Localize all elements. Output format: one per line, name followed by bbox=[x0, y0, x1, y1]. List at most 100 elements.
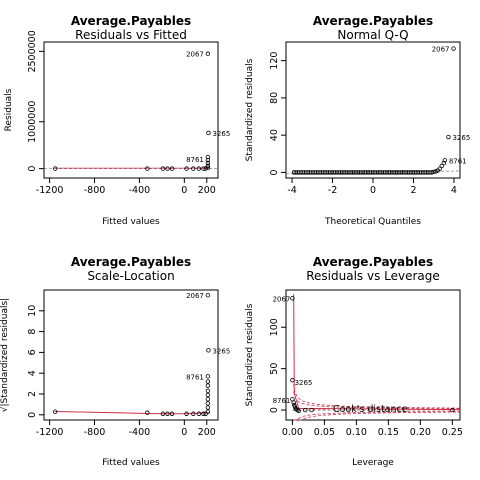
x-tick-label: 0 bbox=[370, 185, 376, 196]
y-tick-label: 1000000 bbox=[27, 101, 38, 143]
point-label: 3265 bbox=[212, 130, 230, 138]
data-point bbox=[309, 407, 314, 413]
cooks-distance-contour bbox=[293, 391, 461, 410]
data-point bbox=[446, 134, 451, 140]
plot-frame bbox=[285, 289, 461, 421]
y-tick-label: 120 bbox=[269, 52, 280, 70]
cooks-distance-contour bbox=[293, 383, 460, 409]
data-point bbox=[291, 400, 296, 405]
data-point bbox=[196, 411, 202, 416]
point-label: 3265 bbox=[212, 347, 230, 355]
y-tick-label: 100 bbox=[269, 318, 280, 336]
data-point bbox=[201, 166, 206, 171]
data-point bbox=[205, 293, 211, 298]
x-axis-label: Fitted values bbox=[102, 217, 160, 227]
legend-label: Cook's distance bbox=[333, 404, 408, 415]
data-point bbox=[205, 392, 211, 398]
data-point bbox=[302, 407, 308, 413]
y-tick-label: 40 bbox=[269, 129, 280, 141]
data-point bbox=[53, 166, 58, 171]
cooks-distance-contour bbox=[293, 411, 461, 421]
x-axis-label: Leverage bbox=[352, 458, 394, 468]
chart-subtitle: Scale-Location bbox=[87, 269, 174, 283]
chart-title: Average.Payables bbox=[313, 14, 433, 28]
data-point bbox=[206, 348, 211, 353]
x-tick-label: -2 bbox=[328, 185, 337, 196]
data-point bbox=[205, 397, 211, 402]
x-axis-label: Fitted values bbox=[102, 458, 160, 468]
data-point bbox=[160, 411, 166, 416]
data-point bbox=[205, 165, 211, 170]
point-label: 8761 bbox=[449, 157, 467, 165]
data-point bbox=[160, 166, 166, 171]
data-point bbox=[169, 166, 175, 171]
y-tick-label: 0 bbox=[269, 169, 280, 175]
point-label: 2067 bbox=[432, 46, 450, 54]
chart-title: Average.Payables bbox=[313, 255, 433, 269]
data-point bbox=[450, 407, 455, 413]
point-label: 8761 bbox=[273, 397, 291, 405]
x-tick-label: 0.05 bbox=[314, 427, 335, 438]
x-tick-label: 0.10 bbox=[346, 427, 367, 438]
data-point bbox=[205, 405, 211, 410]
point-label: 3265 bbox=[295, 379, 313, 387]
chart-title: Average.Payables bbox=[71, 14, 191, 28]
data-point bbox=[184, 166, 189, 171]
data-point bbox=[205, 379, 211, 384]
point-label: 3265 bbox=[452, 134, 470, 142]
data-point bbox=[165, 166, 170, 171]
y-tick-label: 0 bbox=[27, 166, 38, 172]
point-label: 2067 bbox=[273, 295, 291, 303]
x-tick-label: 0.25 bbox=[442, 427, 463, 438]
point-label: 8761 bbox=[186, 156, 204, 164]
x-tick-label: -800 bbox=[84, 185, 106, 196]
point-label: 2067 bbox=[186, 292, 204, 300]
x-tick-label: -4 bbox=[287, 185, 296, 196]
data-point bbox=[145, 410, 150, 415]
plot-frame bbox=[43, 41, 219, 179]
point-label: 8761 bbox=[186, 373, 204, 381]
plot-frame bbox=[43, 289, 219, 421]
data-point bbox=[296, 408, 301, 414]
y-tick-label: 2 bbox=[27, 391, 38, 397]
y-axis-label: Standardized residuals bbox=[245, 58, 255, 161]
y-tick-label: 2500000 bbox=[27, 30, 38, 72]
x-tick-label: -400 bbox=[129, 185, 151, 196]
data-point bbox=[205, 374, 211, 379]
data-point bbox=[290, 378, 295, 383]
x-tick-label: 0 bbox=[181, 185, 187, 196]
data-point bbox=[205, 51, 211, 56]
data-point bbox=[203, 166, 208, 171]
data-point bbox=[451, 46, 456, 51]
x-tick-label: -1200 bbox=[36, 427, 64, 438]
x-tick-label: 200 bbox=[198, 185, 216, 196]
y-tick-label: 50 bbox=[269, 363, 280, 375]
x-tick-label: 0 bbox=[181, 427, 187, 438]
x-tick-label: 0.20 bbox=[410, 427, 431, 438]
y-axis-label: √|Standardized residuals| bbox=[0, 298, 10, 412]
x-tick-label: 4 bbox=[451, 185, 457, 196]
x-tick-label: -400 bbox=[129, 427, 151, 438]
x-tick-label: -800 bbox=[84, 427, 106, 438]
y-axis-label: Residuals bbox=[4, 88, 14, 131]
cooks-distance-contour bbox=[293, 411, 460, 421]
data-point bbox=[205, 163, 211, 169]
data-point bbox=[191, 166, 196, 171]
data-point bbox=[290, 296, 295, 301]
y-tick-label: 6 bbox=[27, 349, 38, 355]
data-point bbox=[201, 411, 206, 416]
y-tick-label: 10 bbox=[27, 305, 38, 317]
x-tick-label: -1200 bbox=[36, 185, 64, 196]
data-point bbox=[191, 411, 196, 416]
data-point bbox=[165, 411, 170, 416]
data-point bbox=[205, 160, 211, 166]
data-point bbox=[441, 160, 447, 166]
data-point bbox=[205, 388, 211, 394]
data-point bbox=[205, 157, 211, 163]
chart-subtitle: Residuals vs Leverage bbox=[306, 269, 440, 283]
y-tick-label: 4 bbox=[27, 370, 38, 376]
y-tick-label: 8 bbox=[27, 329, 38, 335]
